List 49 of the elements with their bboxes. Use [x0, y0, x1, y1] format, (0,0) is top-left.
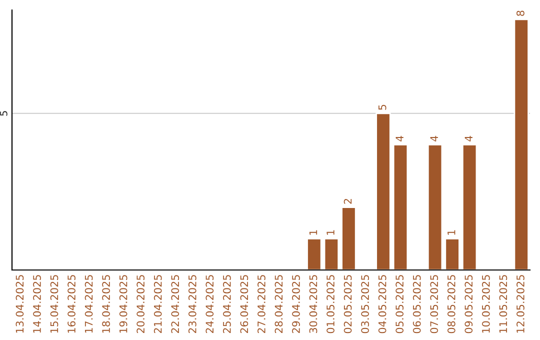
x-tick-label: 05.05.2025 — [396, 275, 404, 334]
bar — [324, 238, 340, 270]
data-label: 1 — [326, 230, 334, 235]
x-tick-label: 13.04.2025 — [16, 275, 24, 333]
x-tick-label: 10.05.2025 — [482, 275, 490, 333]
bar — [444, 238, 460, 270]
bar — [341, 206, 356, 270]
x-tick-label: 29.04.2025 — [292, 275, 300, 334]
data-label: 8 — [516, 10, 524, 16]
data-label: 5 — [378, 104, 386, 110]
x-tick-label: 22.04.2025 — [171, 275, 180, 334]
x-tick-label: 25.04.2025 — [222, 275, 231, 334]
x-tick-label: 14.04.2025 — [33, 275, 41, 333]
x-tick-label: 23.04.2025 — [188, 275, 196, 334]
x-tick-label: 20.04.2025 — [136, 275, 145, 334]
x-tick-label: 24.04.2025 — [206, 275, 214, 334]
bar — [376, 112, 391, 270]
x-tick-label: 04.05.2025 — [378, 275, 386, 334]
bar — [514, 18, 529, 270]
ref-line-label: 5 — [0, 111, 8, 116]
data-label: 2 — [344, 198, 352, 204]
x-tick-label: 26.04.2025 — [240, 275, 248, 334]
bar — [392, 144, 408, 270]
x-tick-label: 11.05.2025 — [499, 275, 508, 333]
x-tick-label: 12.05.2025 — [516, 275, 524, 333]
x-tick-label: 08.05.2025 — [447, 275, 456, 334]
x-tick-label: 28.04.2025 — [274, 275, 283, 334]
x-tick-label: 21.04.2025 — [154, 275, 162, 334]
x-tick-label: 27.04.2025 — [258, 275, 266, 334]
x-tick-label: 18.04.2025 — [102, 275, 110, 333]
data-label: 4 — [396, 136, 404, 142]
x-tick-label: 02.05.2025 — [344, 275, 352, 334]
data-label: 1 — [309, 230, 318, 235]
x-tick-label: 15.04.2025 — [50, 275, 58, 333]
bar — [306, 238, 322, 270]
x-tick-label: 06.05.2025 — [412, 275, 421, 334]
x-tick-label: 07.05.2025 — [430, 275, 438, 334]
x-tick-label: 16.04.2025 — [68, 275, 76, 333]
x-tick-label: 01.05.2025 — [326, 275, 334, 334]
bar — [427, 144, 443, 270]
data-label: 4 — [464, 136, 472, 142]
x-tick-label: 17.04.2025 — [84, 275, 93, 333]
bar — [462, 144, 478, 270]
data-label: 4 — [430, 136, 438, 142]
data-label: 1 — [448, 230, 456, 235]
x-tick-label: 09.05.2025 — [464, 275, 473, 334]
x-tick-label: 19.04.2025 — [119, 275, 128, 333]
x-tick-label: 30.04.2025 — [309, 275, 318, 334]
x-tick-label: 03.05.2025 — [361, 275, 369, 334]
